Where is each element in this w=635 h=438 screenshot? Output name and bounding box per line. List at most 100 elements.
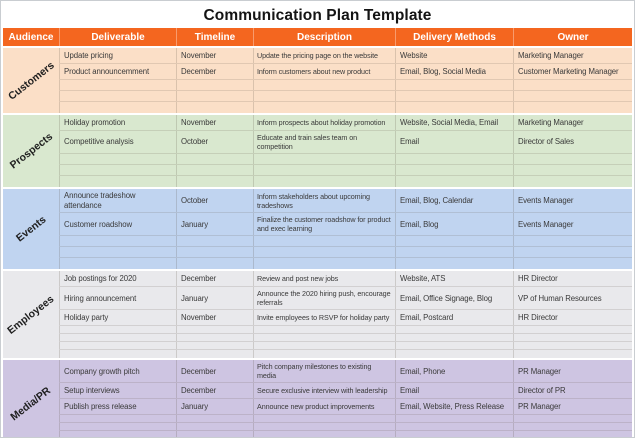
empty-row [59, 342, 632, 351]
cell-owner: PR Manager [513, 360, 632, 383]
cell-deliverable [59, 102, 176, 113]
cell-owner [513, 236, 632, 247]
empty-row [59, 80, 632, 91]
cell-timeline [176, 154, 253, 164]
table-row: Company growth pitch December Pitch compan… [59, 360, 632, 384]
audience-label: Employees [5, 293, 57, 337]
cell-deliverable [59, 342, 176, 350]
cell-description [253, 415, 395, 423]
cell-description: Finalize the customer roadshow for produ… [253, 213, 395, 236]
cell-deliverable [59, 415, 176, 423]
cell-description: Invite employees to RSVP for holiday par… [253, 310, 395, 326]
cell-description [253, 423, 395, 431]
cell-owner [513, 247, 632, 258]
column-header-deliverable: Deliverable [59, 28, 176, 46]
cell-owner [513, 431, 632, 437]
cell-timeline: December [176, 64, 253, 79]
section-rows: Update pricing November Update the pricing… [59, 48, 632, 113]
cell-deliverable: Announce tradeshow attendance [59, 189, 176, 213]
cell-deliverable [59, 431, 176, 437]
column-header-timeline: Timeline [176, 28, 253, 46]
cell-description [253, 342, 395, 350]
table-row: Publish press release January Announce new… [59, 399, 632, 416]
cell-delivery-methods: Email, Blog, Social Media [395, 64, 513, 79]
table-row: Holiday party November Invite employees to… [59, 310, 632, 327]
empty-row [59, 326, 632, 335]
cell-deliverable: Publish press release [59, 399, 176, 415]
cell-delivery-methods [395, 350, 513, 359]
cell-owner [513, 102, 632, 113]
cell-delivery-methods: Email, Postcard [395, 310, 513, 326]
cell-owner: Events Manager [513, 213, 632, 236]
section-customers: Customers Update pricing November Update th… [3, 48, 632, 113]
column-header-description: Description [253, 28, 395, 46]
cell-description [253, 80, 395, 90]
cell-delivery-methods [395, 102, 513, 113]
empty-row [59, 415, 632, 424]
cell-owner [513, 350, 632, 359]
cell-deliverable: Customer roadshow [59, 213, 176, 236]
cell-description [253, 236, 395, 247]
empty-row [59, 247, 632, 259]
cell-delivery-methods [395, 415, 513, 423]
cell-deliverable [59, 165, 176, 175]
page-title: Communication Plan Template [203, 6, 432, 24]
cell-timeline: November [176, 115, 253, 130]
audience-cell: Prospects [3, 115, 59, 187]
cell-owner: HR Director [513, 310, 632, 326]
cell-timeline: October [176, 131, 253, 153]
cell-delivery-methods: Email, Blog, Calendar [395, 189, 513, 213]
cell-deliverable [59, 236, 176, 247]
cell-owner: HR Director [513, 271, 632, 287]
cell-timeline [176, 176, 253, 187]
table-row: Hiring announcement January Announce the 2… [59, 287, 632, 311]
table-body: Customers Update pricing November Update th… [3, 48, 632, 437]
cell-deliverable [59, 423, 176, 431]
cell-description [253, 431, 395, 437]
cell-deliverable [59, 91, 176, 101]
cell-timeline [176, 102, 253, 113]
cell-delivery-methods [395, 247, 513, 258]
empty-row [59, 165, 632, 176]
cell-deliverable [59, 326, 176, 334]
cell-timeline [176, 258, 253, 270]
cell-owner [513, 415, 632, 423]
cell-delivery-methods: Email, Blog [395, 213, 513, 236]
cell-timeline: November [176, 48, 253, 63]
cell-description [253, 350, 395, 359]
cell-delivery-methods: Email, Website, Press Release [395, 399, 513, 415]
cell-owner: Marketing Manager [513, 48, 632, 63]
cell-description [253, 258, 395, 270]
cell-description [253, 165, 395, 175]
cell-deliverable: Holiday promotion [59, 115, 176, 130]
audience-cell: Employees [3, 271, 59, 358]
cell-owner: Director of Sales [513, 131, 632, 153]
cell-delivery-methods: Email [395, 131, 513, 153]
cell-timeline [176, 431, 253, 437]
table-row: Customer roadshow January Finalize the cus… [59, 213, 632, 237]
table-row: Product announcemment December Inform cust… [59, 64, 632, 80]
cell-description [253, 102, 395, 113]
cell-description [253, 176, 395, 187]
cell-description: Announce new product improvements [253, 399, 395, 415]
cell-owner: Marketing Manager [513, 115, 632, 130]
cell-delivery-methods: Email, Office Signage, Blog [395, 287, 513, 310]
cell-timeline: January [176, 213, 253, 236]
audience-label: Prospects [7, 130, 55, 172]
cell-delivery-methods [395, 165, 513, 175]
section-rows: Announce tradeshow attendance October Info… [59, 189, 632, 270]
empty-row [59, 258, 632, 270]
cell-timeline: January [176, 287, 253, 310]
empty-row [59, 154, 632, 165]
column-header-audience: Audience [8, 31, 54, 43]
empty-row [59, 350, 632, 359]
cell-description [253, 326, 395, 334]
cell-deliverable [59, 154, 176, 164]
empty-row [59, 236, 632, 248]
cell-timeline: November [176, 310, 253, 326]
audience-label: Media/PR [8, 384, 54, 424]
cell-description: Inform stakeholders about upcoming trade… [253, 189, 395, 213]
cell-owner [513, 154, 632, 164]
cell-delivery-methods: Email [395, 383, 513, 399]
cell-deliverable: Competitive analysis [59, 131, 176, 153]
